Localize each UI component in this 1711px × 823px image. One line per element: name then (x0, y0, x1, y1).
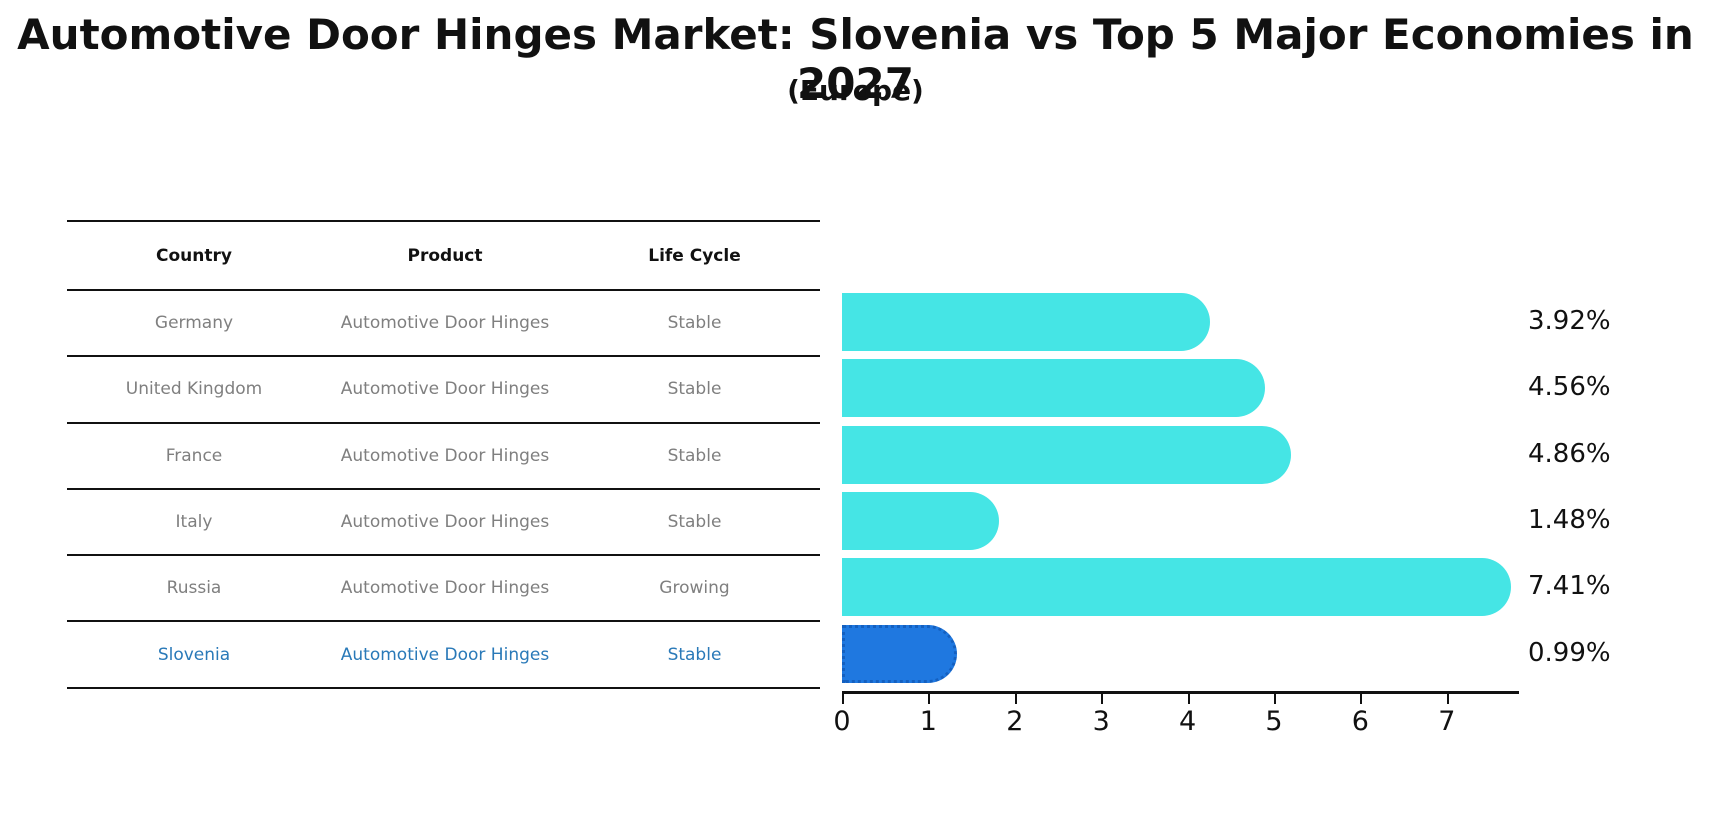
x-axis-tick-label: 2 (1006, 706, 1024, 737)
table-row: Germany Automotive Door Hinges Stable (67, 291, 820, 358)
table-cell-life-cycle: Growing (659, 578, 730, 599)
x-axis-tick (842, 694, 844, 704)
table-cell-product: Automotive Door Hinges (340, 445, 550, 466)
table-cell-product: Automotive Door Hinges (340, 379, 550, 400)
table-cell-life-cycle: Stable (667, 379, 722, 400)
bar-slovenia (842, 624, 957, 683)
value-label: 3.92% (1528, 306, 1611, 336)
bar-russia (842, 558, 1512, 617)
x-axis-tick (1360, 694, 1363, 704)
table-cell-life-cycle: Stable (667, 313, 722, 334)
x-axis-tick-label: 7 (1438, 706, 1456, 737)
x-axis-tick-label: 4 (1179, 706, 1197, 737)
table-cell-country: Slovenia (157, 644, 231, 665)
table-cell-country: France (165, 445, 223, 466)
x-axis-tick-label: 6 (1351, 706, 1369, 737)
x-axis-tick (1187, 694, 1190, 704)
x-axis-tick-label: 1 (919, 706, 937, 737)
table-body: Germany Automotive Door Hinges Stable Unite… (67, 291, 820, 689)
value-label: 1.48% (1528, 504, 1611, 535)
x-axis-tick (1274, 694, 1276, 704)
bar-france (842, 425, 1291, 484)
table-header-life-cycle: Life Cycle (648, 245, 741, 266)
table-cell-product: Automotive Door Hinges (340, 644, 550, 665)
x-axis-tick-label: 3 (1092, 706, 1110, 737)
table-row: France Automotive Door Hinges Stable (67, 424, 820, 490)
x-axis-tick (928, 694, 931, 704)
table-header-country: Country (156, 245, 232, 266)
x-axis-line (842, 691, 1519, 694)
table-header-row: Country Product Life Cycle (67, 222, 820, 291)
x-axis-tick-label: 5 (1265, 706, 1283, 737)
value-label: 4.86% (1528, 438, 1611, 469)
table-row: United Kingdom Automotive Door Hinges Stab… (67, 357, 820, 424)
bar-united-kingdom (842, 359, 1265, 418)
bar-italy (842, 491, 999, 550)
value-label: 7.41% (1528, 571, 1611, 602)
table-cell-product: Automotive Door Hinges (340, 578, 550, 599)
table-cell-country: Germany (154, 313, 234, 334)
x-axis-tick-label: 0 (833, 706, 851, 737)
value-label: 0.99% (1528, 637, 1611, 668)
table-cell-product: Automotive Door Hinges (340, 313, 550, 334)
table-cell-life-cycle: Stable (667, 445, 722, 466)
table-cell-life-cycle: Stable (667, 644, 722, 665)
table-header-product: Product (407, 245, 483, 266)
x-axis-tick (1014, 694, 1017, 704)
country-table: Country Product Life Cycle Germany Automo… (67, 220, 820, 689)
page-title: Automotive Door Hinges Market: Slovenia … (17, 10, 1694, 108)
table-cell-product: Automotive Door Hinges (340, 512, 550, 533)
page-subtitle: (Europe) (787, 74, 924, 107)
x-axis-tick (1446, 694, 1449, 704)
table-cell-country: United Kingdom (125, 379, 263, 400)
x-axis-tick (1101, 694, 1104, 704)
bar-germany (842, 293, 1210, 351)
table-row: Russia Automotive Door Hinges Growing (67, 556, 820, 623)
value-label: 4.56% (1528, 372, 1611, 403)
table-cell-country: Italy (175, 512, 213, 533)
table-row: Slovenia Automotive Door Hinges Stable (67, 622, 820, 689)
table-cell-life-cycle: Stable (667, 512, 722, 533)
table-cell-country: Russia (166, 578, 222, 599)
table-row: Italy Automotive Door Hinges Stable (67, 490, 820, 557)
